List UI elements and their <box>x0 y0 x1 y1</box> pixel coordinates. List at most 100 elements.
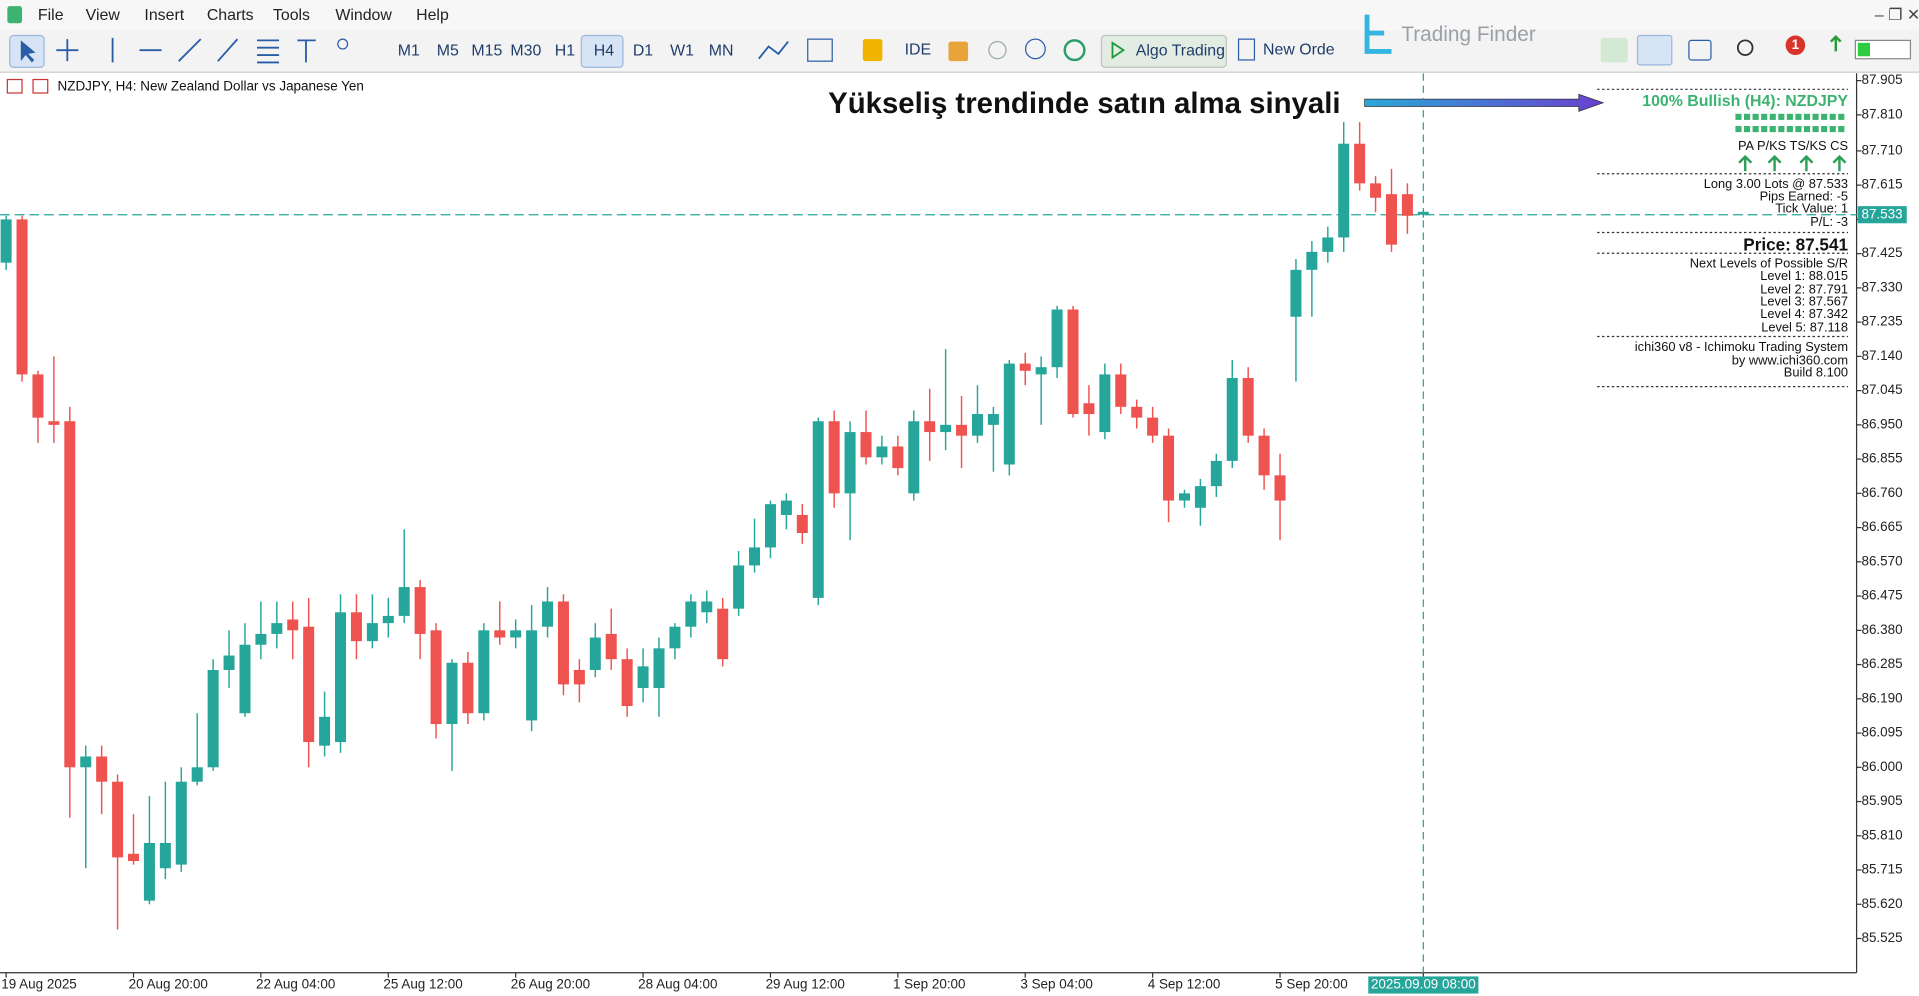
timeframe-button[interactable]: M30 <box>510 43 541 60</box>
menu-item[interactable]: Charts <box>207 7 254 24</box>
candle-body <box>1163 435 1175 501</box>
panel-strength-bar <box>1752 126 1759 133</box>
y-tick-label: 87.905 <box>1861 72 1902 87</box>
y-tick-label: 86.760 <box>1861 485 1902 500</box>
candle-body <box>1131 406 1143 418</box>
candle-body <box>876 446 888 458</box>
panel-strength-bar <box>1769 113 1776 120</box>
panel-position: Tick Value: 1 <box>1775 201 1848 216</box>
y-tick-label: 86.000 <box>1861 759 1902 774</box>
timeframe-button[interactable]: M1 <box>398 43 420 60</box>
candle-body <box>239 644 251 714</box>
candle-body <box>542 601 554 627</box>
candle-body <box>621 659 633 707</box>
panel-strength-bar <box>1803 126 1811 133</box>
menu-item[interactable]: Tools <box>273 7 310 24</box>
logo-mark <box>1364 14 1392 54</box>
candle-body <box>1401 194 1413 216</box>
timeframe-button[interactable]: M5 <box>437 43 459 60</box>
chart-icon <box>32 78 49 94</box>
window-controls[interactable]: – ❐ ✕ <box>1875 7 1919 24</box>
screenshot-btn[interactable] <box>1688 39 1712 61</box>
candle-body <box>446 662 458 725</box>
candle-body <box>510 630 522 638</box>
algo-btn[interactable] <box>1100 34 1227 68</box>
candle-body <box>1147 417 1159 436</box>
candle-body <box>557 601 569 685</box>
candle-body <box>987 414 999 425</box>
vps-btn[interactable] <box>1063 39 1086 62</box>
templates-btn[interactable] <box>807 38 833 62</box>
app-icon <box>7 6 23 24</box>
menu-item[interactable]: View <box>86 7 121 24</box>
candle-body <box>1385 194 1397 245</box>
candle-body <box>0 219 12 263</box>
y-tick-label: 87.615 <box>1861 177 1902 192</box>
panel-position: Long 3.00 Lots @ 87.533 <box>1704 176 1848 191</box>
timeframe-button[interactable]: W1 <box>670 43 694 60</box>
drawing-tools[interactable] <box>111 37 316 64</box>
y-tick-label: 87.140 <box>1861 348 1902 363</box>
y-tick-label: 85.525 <box>1861 930 1902 945</box>
algo-trading-button[interactable]: Algo Trading <box>1136 43 1225 60</box>
x-tick-label: 19 Aug 2025 <box>1 977 77 992</box>
right-tool[interactable] <box>1600 37 1628 63</box>
bag-btn[interactable] <box>948 41 969 62</box>
candle-body <box>924 421 936 433</box>
menu-item[interactable]: Window <box>335 7 392 24</box>
panel-level: Level 3: 87.567 <box>1760 294 1848 309</box>
indicators-btn[interactable] <box>758 41 789 60</box>
menu-item[interactable]: Help <box>416 7 449 24</box>
candle-body <box>1242 378 1254 436</box>
candle-body <box>844 432 856 494</box>
candle-body <box>191 767 203 782</box>
candle-body <box>494 630 506 638</box>
x-tick-label: 28 Aug 04:00 <box>638 977 717 992</box>
signal-btn[interactable] <box>988 40 1007 60</box>
menu-item[interactable]: File <box>38 7 64 24</box>
candle-body <box>175 781 187 865</box>
panel-strength-bar <box>1735 113 1742 120</box>
x-tick-label: 4 Sep 12:00 <box>1148 977 1221 992</box>
x-tick-label: 3 Sep 04:00 <box>1020 977 1093 992</box>
new-order-button[interactable]: New Orde <box>1263 41 1335 58</box>
candle-body <box>1258 435 1270 476</box>
timeframe-button[interactable]: H1 <box>555 43 575 60</box>
candle-body <box>1194 486 1206 508</box>
candle-body <box>112 781 124 858</box>
active-timeframe <box>580 34 624 68</box>
y-tick-label: 86.285 <box>1861 656 1902 671</box>
crosshair-tool[interactable] <box>56 39 79 62</box>
timeframe-button[interactable]: D1 <box>633 43 653 60</box>
menu-item[interactable]: Insert <box>144 7 184 24</box>
annotation-arrow <box>1364 93 1605 112</box>
search-btn[interactable] <box>1736 39 1754 56</box>
x-tick-label: 26 Aug 20:00 <box>511 977 590 992</box>
candle-body <box>1417 211 1429 215</box>
candle-body <box>430 630 442 725</box>
shapes-tool[interactable] <box>337 38 349 50</box>
candle-body <box>764 504 776 548</box>
timeframe-button[interactable]: H4 <box>594 43 614 60</box>
y-tick-label: 87.235 <box>1861 314 1902 329</box>
level-icon <box>1830 34 1842 52</box>
candle-body <box>319 716 331 746</box>
right-tool[interactable] <box>1636 34 1673 66</box>
candle-body <box>1370 183 1382 198</box>
timeframe-button[interactable]: M15 <box>471 43 502 60</box>
ide-button[interactable]: IDE <box>905 41 932 58</box>
x-tick-label: 20 Aug 20:00 <box>129 977 208 992</box>
panel-strength-bar <box>1735 126 1742 133</box>
candle-body <box>1035 367 1047 375</box>
cloud-btn[interactable] <box>1024 38 1046 60</box>
panel-strength-bar <box>1795 113 1802 120</box>
timeframe-button[interactable]: MN <box>709 43 734 60</box>
y-tick-label: 87.810 <box>1861 106 1902 121</box>
crosshair-time-box <box>1368 976 1479 994</box>
panel-strength-bar <box>1812 126 1819 133</box>
panel-strength-bar <box>1838 126 1845 133</box>
market-btn[interactable] <box>862 39 883 62</box>
candle-body <box>1178 493 1190 501</box>
candle-body <box>414 587 426 634</box>
notification-badge[interactable] <box>1785 35 1806 56</box>
